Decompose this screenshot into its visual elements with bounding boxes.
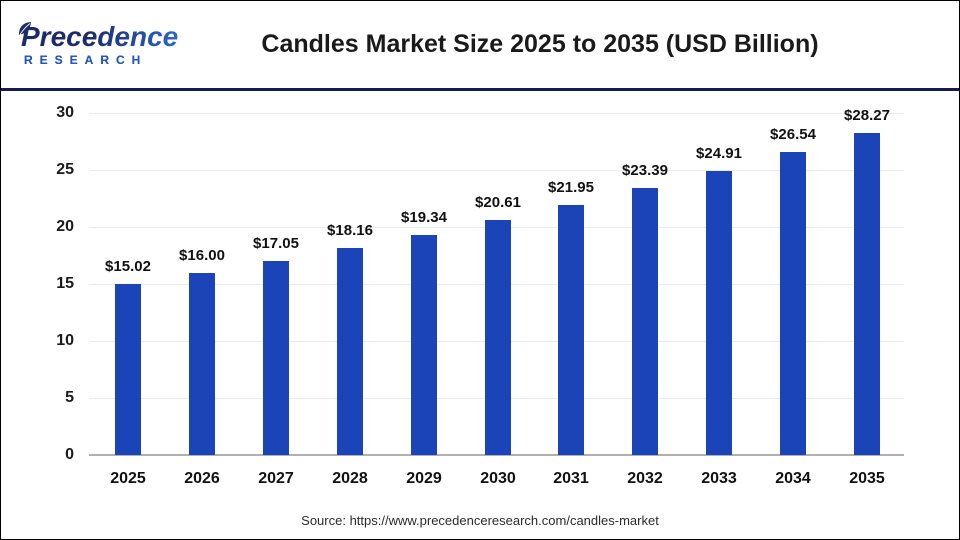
x-axis-tick-2033: 2033 [701, 470, 737, 487]
bar-2030 [485, 220, 511, 455]
bar-2025 [115, 284, 141, 455]
bar-value-label-2034: $26.54 [770, 126, 816, 143]
header: Precedence RESEARCH Candles Market Size … [1, 1, 959, 88]
bar-2035 [854, 133, 880, 455]
bar-2034 [780, 152, 806, 455]
bar-value-label-2028: $18.16 [327, 222, 373, 239]
brand-logo-line2: RESEARCH [21, 52, 191, 68]
chart-title: Candles Market Size 2025 to 2035 (USD Bi… [261, 30, 819, 58]
bar-value-label-2026: $16.00 [179, 247, 225, 264]
x-axis-tick-2029: 2029 [406, 470, 442, 487]
bar-value-label-2025: $15.02 [105, 258, 151, 275]
brand-logo-wordmark: Precedence [19, 21, 191, 52]
bar-2033 [706, 171, 732, 455]
y-axis-tick-0: 0 [65, 446, 74, 463]
bar-2026 [189, 273, 215, 455]
x-axis-tick-2028: 2028 [332, 470, 368, 487]
source-caption: Source: https://www.precedenceresearch.c… [301, 513, 659, 528]
bar-2028 [337, 248, 363, 455]
bar-2031 [558, 205, 584, 455]
x-axis-tick-2035: 2035 [849, 470, 885, 487]
x-axis-tick-2030: 2030 [480, 470, 516, 487]
y-axis-tick-10: 10 [56, 332, 74, 349]
bar-2029 [411, 235, 437, 455]
y-axis-tick-30: 30 [56, 104, 74, 121]
x-axis-tick-2031: 2031 [553, 470, 589, 487]
bar-value-label-2030: $20.61 [475, 194, 521, 211]
bar-value-label-2035: $28.27 [844, 107, 890, 124]
x-axis-line [89, 454, 904, 456]
x-axis-tick-2025: 2025 [110, 470, 146, 487]
bar-value-label-2032: $23.39 [622, 162, 668, 179]
x-axis-tick-2032: 2032 [627, 470, 663, 487]
bar-2032 [632, 188, 658, 455]
gridline-30 [89, 113, 904, 114]
y-axis-tick-25: 25 [56, 161, 74, 178]
x-axis-tick-2027: 2027 [258, 470, 294, 487]
x-axis-tick-2026: 2026 [184, 470, 220, 487]
x-axis-tick-2034: 2034 [775, 470, 811, 487]
leaf-icon [17, 13, 33, 43]
y-axis-tick-15: 15 [56, 275, 74, 292]
y-axis-tick-5: 5 [65, 389, 74, 406]
brand-logo: Precedence RESEARCH [1, 21, 191, 68]
y-axis-tick-20: 20 [56, 218, 74, 235]
bar-value-label-2027: $17.05 [253, 235, 299, 252]
bar-value-label-2033: $24.91 [696, 145, 742, 162]
bar-value-label-2029: $19.34 [401, 209, 447, 226]
bar-value-label-2031: $21.95 [548, 179, 594, 196]
gridline-25 [89, 170, 904, 171]
bar-2027 [263, 261, 289, 455]
header-divider [1, 88, 959, 91]
